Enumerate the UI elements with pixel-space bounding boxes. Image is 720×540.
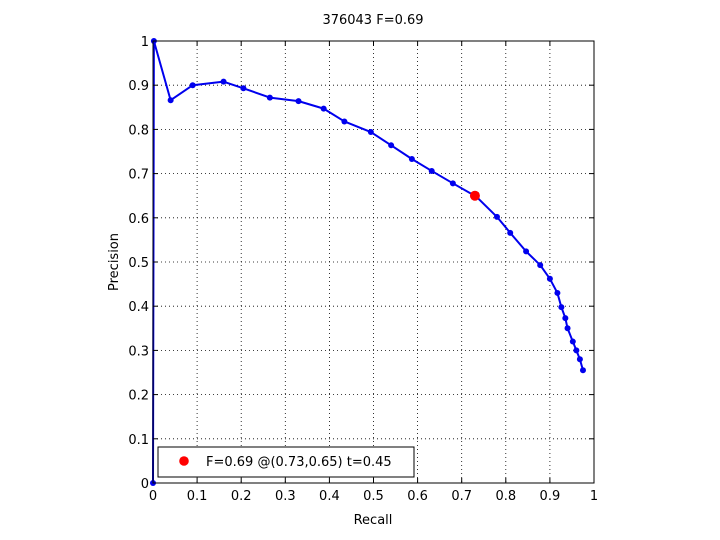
y-tick-label: 0.1 <box>128 433 149 448</box>
pr-curve-point <box>564 325 571 332</box>
x-tick-label: 0.7 <box>451 489 472 504</box>
y-tick-label: 0.3 <box>128 344 149 359</box>
pr-curve-point <box>562 315 569 322</box>
x-tick-label: 0.9 <box>540 489 561 504</box>
pr-curve-point <box>341 118 348 125</box>
x-tick-label: 0.1 <box>187 489 208 504</box>
x-tick-label: 0 <box>149 489 157 504</box>
pr-curve-point <box>493 213 500 220</box>
x-tick-label: 0.4 <box>319 489 340 504</box>
pr-curve-point <box>295 98 302 105</box>
pr-curve-point <box>266 94 273 101</box>
pr-curve-point <box>573 347 580 354</box>
pr-curve-point <box>167 97 174 104</box>
y-tick-label: 0.8 <box>128 123 149 138</box>
y-tick-label: 0.7 <box>128 168 149 183</box>
y-tick-label: 0.9 <box>128 79 149 94</box>
y-axis-label: Precision <box>107 233 122 291</box>
legend: F=0.69 @(0.73,0.65) t=0.45 <box>157 446 415 478</box>
pr-curve-point <box>367 129 374 136</box>
x-axis-label: Recall <box>354 513 393 528</box>
x-tick-label: 0.6 <box>407 489 428 504</box>
y-tick-label: 0.2 <box>128 389 149 404</box>
pr-curve-point <box>537 262 544 269</box>
tick-layer: 0 0.1 0.2 0.3 0.4 0.5 0.6 0.7 0.8 0.9 1 0 0.1 0.2 0.3 0… <box>128 35 598 504</box>
pr-curve-point <box>554 289 561 296</box>
x-tick-label: 1 <box>590 489 598 504</box>
grid-lines <box>153 41 594 483</box>
pr-curve-point <box>576 356 583 363</box>
pr-curve-point <box>320 105 327 112</box>
pr-curve-point <box>220 78 227 85</box>
series-layer <box>150 38 586 486</box>
legend-box <box>157 446 415 478</box>
pr-curve-point <box>408 156 415 163</box>
pr-curve-point <box>546 275 553 282</box>
pr-curve-point <box>189 82 196 89</box>
legend-marker <box>179 456 189 466</box>
x-tick-label: 0.3 <box>275 489 296 504</box>
pr-curve-point <box>449 180 456 187</box>
x-tick-label: 0.5 <box>363 489 384 504</box>
y-tick-label: 0.6 <box>128 212 149 227</box>
y-tick-label: 0.5 <box>128 256 149 271</box>
chart-title: 376043 F=0.69 <box>322 13 423 28</box>
y-tick-label: 0.4 <box>128 300 149 315</box>
x-tick-label: 0.8 <box>495 489 516 504</box>
y-tick-label: 0 <box>141 477 149 492</box>
pr-curve-point <box>558 304 565 311</box>
pr-curve-point <box>428 167 435 174</box>
pr-curve-point <box>523 248 530 255</box>
x-tick-label: 0.2 <box>231 489 252 504</box>
pr-curve-point <box>240 85 247 92</box>
legend-label: F=0.69 @(0.73,0.65) t=0.45 <box>206 455 392 470</box>
pr-curve-point <box>507 229 514 236</box>
pr-curve-point <box>388 142 395 149</box>
best-f-point <box>469 190 480 201</box>
pr-curve-point <box>579 367 586 374</box>
y-tick-label: 1 <box>141 35 149 50</box>
pr-curve-point <box>569 338 576 345</box>
